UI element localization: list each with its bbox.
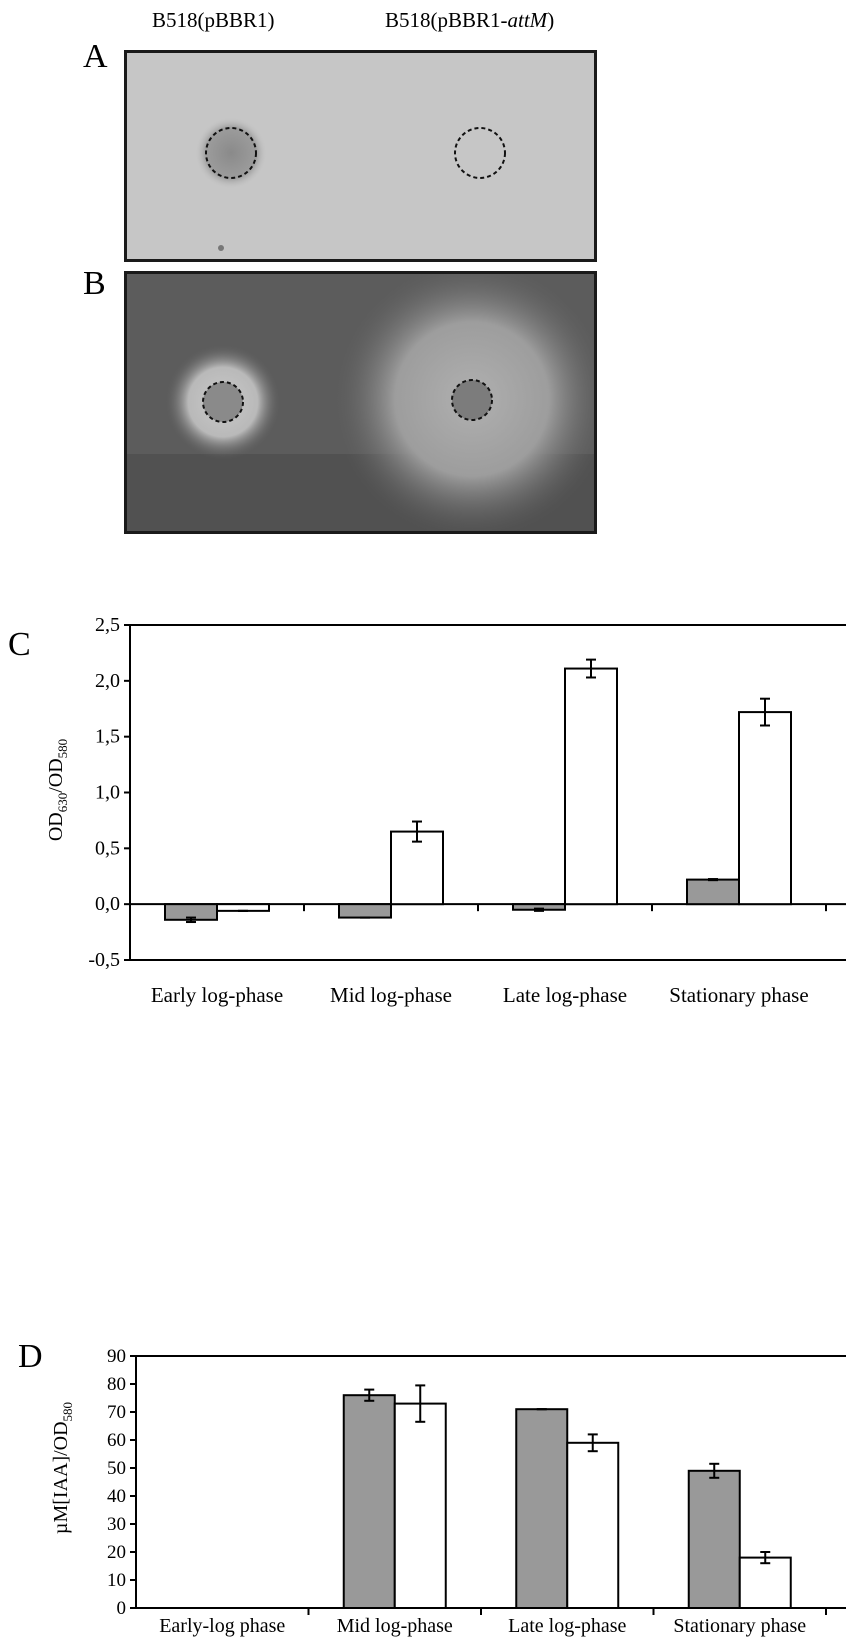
plate-photo-b [124, 271, 597, 534]
chart-c-ytick-label: -0,5 [88, 949, 120, 971]
panel-letter-c: C [8, 626, 31, 663]
chart-c-bar [216, 903, 270, 912]
chart-c-bar [738, 711, 792, 906]
chart-c-ytick-label: 2,0 [95, 670, 120, 692]
column-label-attm-gene: attM [507, 8, 548, 32]
chart-d-category-label: Stationary phase [673, 1615, 806, 1637]
plate-b-spot-left [202, 381, 244, 423]
chart-c-bar [338, 903, 392, 919]
chart-c-ylabel-sep: /OD [45, 758, 67, 792]
chart-d-ytick-label: 90 [107, 1346, 126, 1367]
chart-d-bar [738, 1556, 792, 1610]
chart-c-ytick-label: 1,5 [95, 726, 120, 748]
chart-c-ytick-label: 1,0 [95, 782, 120, 804]
plate-photo-a [124, 50, 597, 262]
chart-d-ylabel-sub: 580 [60, 1402, 75, 1422]
column-label-attm-base: B518(pBBR1- [385, 8, 508, 32]
plate-b-svg [127, 274, 594, 531]
chart-c-bar [686, 878, 740, 906]
chart-d-ytick-label: 70 [107, 1402, 126, 1423]
chart-c-ylabel: OD630/OD580 [45, 739, 70, 841]
plate-a-svg [195, 117, 506, 251]
panel-letter-b: B [83, 265, 106, 302]
plate-b-spot-right-fill [452, 380, 492, 420]
chart-c-ytick-label: 0,0 [95, 893, 120, 915]
chart-d-ytick-label: 80 [107, 1374, 126, 1395]
chart-d-ytick-label: 40 [107, 1486, 126, 1507]
chart-d-category-label: Late log-phase [508, 1615, 626, 1637]
chart-d: µM[IAA]/OD580 0 10 20 30 40 50 60 70 80 90 Early-l… [50, 1346, 846, 1637]
chart-c-ylabel-sub1: 630 [55, 793, 70, 813]
plate-a-spot-right [454, 127, 506, 179]
panel-letter-d: D [18, 1338, 43, 1375]
chart-d-ylabel-main: µM[IAA]/OD [50, 1421, 72, 1534]
chart-c-ytick-label: 2,5 [95, 614, 120, 636]
column-label-control: B518(pBBR1) [152, 8, 275, 32]
chart-d-ytick-label: 20 [107, 1542, 126, 1563]
chart-c: OD630/OD580 -0,5 0,0 0,5 1,0 1,5 2,0 2,5 Early … [45, 614, 846, 1007]
chart-d-category-label: Early-log phase [159, 1615, 285, 1637]
chart-d-bar [393, 1402, 447, 1609]
chart-d-bar [687, 1469, 741, 1609]
column-label-attm-close: ) [547, 8, 555, 32]
chart-d-bar [515, 1408, 569, 1609]
chart-d-ytick-label: 10 [107, 1570, 126, 1591]
chart-d-bar [342, 1394, 396, 1610]
chart-c-category-label: Late log-phase [503, 983, 627, 1007]
panel-letter-a: A [83, 38, 108, 75]
chart-c-ytick-label: 0,5 [95, 837, 120, 859]
plate-b-spot-left-fill [203, 382, 243, 422]
chart-c-category-label: Early log-phase [151, 983, 283, 1007]
chart-c-category-label: Mid log-phase [330, 983, 452, 1007]
chart-d-category-label: Mid log-phase [337, 1615, 453, 1637]
chart-d-ylabel: µM[IAA]/OD580 [50, 1402, 75, 1534]
chart-c-ylabel-main: OD [45, 812, 67, 841]
plate-a-speck [218, 245, 224, 251]
chart-d-bar [566, 1441, 620, 1609]
plate-b-spot-right [451, 379, 493, 421]
plate-a-spot-left [205, 127, 257, 179]
chart-c-ylabel-sub2: 580 [55, 739, 70, 759]
chart-c-bar [564, 667, 618, 906]
chart-c-category-label: Stationary phase [669, 983, 808, 1007]
chart-d-ytick-label: 60 [107, 1430, 126, 1451]
chart-d-ytick-label: 30 [107, 1514, 126, 1535]
chart-d-ytick-label: 0 [117, 1598, 127, 1619]
chart-d-ytick-label: 50 [107, 1458, 126, 1479]
column-label-attm: B518(pBBR1-attM) [385, 8, 554, 33]
